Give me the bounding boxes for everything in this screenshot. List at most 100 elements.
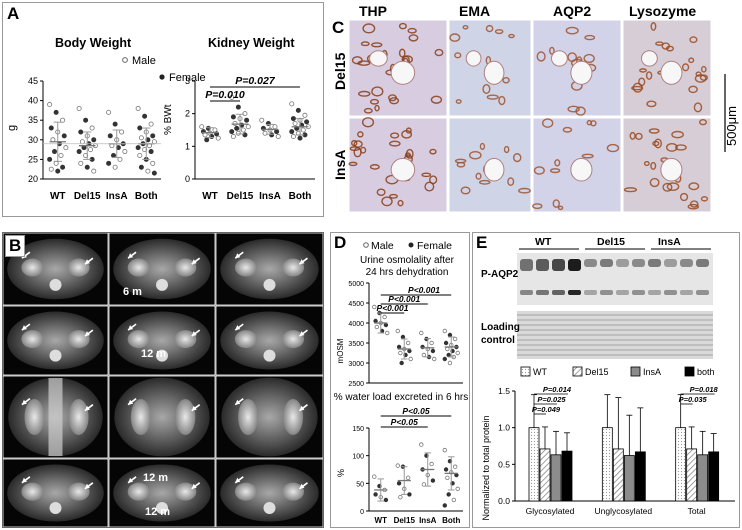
legend-male-label: Male xyxy=(132,55,156,67)
stained-tubule xyxy=(429,175,438,185)
stained-tubule xyxy=(371,86,384,97)
stained-tubule xyxy=(552,199,560,208)
stained-tubule xyxy=(360,146,367,154)
col-label-lysozyme: Lysozyme xyxy=(629,3,696,19)
data-point xyxy=(447,332,453,338)
data-point xyxy=(78,160,84,166)
data-point xyxy=(405,475,411,480)
stained-tubule xyxy=(639,68,647,73)
legend-label: WT xyxy=(533,367,547,377)
mri-kidney xyxy=(175,399,196,435)
stained-tubule xyxy=(357,131,364,138)
stained-tubule xyxy=(475,172,482,180)
bar-both xyxy=(561,450,573,502)
data-point xyxy=(405,340,411,346)
y-tick-label: 40 xyxy=(28,96,38,106)
data-point xyxy=(396,481,402,486)
mri-arrowhead xyxy=(84,259,90,265)
data-point xyxy=(297,135,303,141)
data-point xyxy=(385,330,390,336)
water-title: % water load excreted in 6 hrs xyxy=(334,392,469,403)
mri-body xyxy=(113,311,211,370)
mri-kidney xyxy=(174,258,197,277)
legend-female-label: Female xyxy=(169,72,206,84)
panel-a-label: A xyxy=(7,4,20,23)
row-label-insa: InsA xyxy=(332,150,348,180)
blot-band-upper xyxy=(520,259,533,271)
blot-band-upper xyxy=(648,259,661,267)
data-point xyxy=(455,350,460,356)
data-point xyxy=(135,145,141,151)
stained-tubule xyxy=(468,150,482,160)
bar-del15 xyxy=(686,448,698,502)
stained-tubule xyxy=(584,34,596,41)
data-point xyxy=(447,360,453,366)
data-point xyxy=(138,164,144,170)
data-point xyxy=(302,112,308,118)
y-tick-label: 1.5 xyxy=(498,386,510,396)
mri-arrowhead xyxy=(84,331,90,337)
stained-tubule xyxy=(498,95,506,106)
stained-tubule xyxy=(533,166,545,175)
mri-spine xyxy=(49,349,62,362)
blot-band-lower xyxy=(520,290,533,295)
data-point xyxy=(419,330,424,336)
data-point xyxy=(451,497,457,503)
mri-kidney xyxy=(282,258,305,277)
stained-tubule xyxy=(371,42,383,48)
mri-time-12m-a: 12 m xyxy=(141,348,166,360)
data-point xyxy=(290,116,296,122)
data-point xyxy=(55,168,61,174)
stained-tubule xyxy=(398,22,407,30)
stained-tubule xyxy=(665,45,675,52)
stained-tubule xyxy=(369,164,380,170)
mri-kidney xyxy=(283,399,304,435)
stained-tubule xyxy=(421,172,432,178)
data-point xyxy=(446,492,451,497)
data-point xyxy=(398,494,403,500)
data-point xyxy=(84,164,90,170)
mri-kidney xyxy=(130,399,151,435)
data-point xyxy=(89,125,95,131)
y-tick-label: 4500 xyxy=(348,301,364,308)
data-point xyxy=(83,117,89,123)
blot-band-upper xyxy=(680,259,693,267)
data-point xyxy=(234,125,240,131)
data-point xyxy=(230,114,236,120)
mri-body xyxy=(7,464,104,522)
mri-arrowhead xyxy=(235,399,241,405)
mri-arrowhead xyxy=(128,399,134,405)
stained-tubule xyxy=(363,107,373,114)
mri-kidney xyxy=(234,482,257,501)
y-tick-label: 2500 xyxy=(348,381,364,388)
stained-tubule xyxy=(623,187,638,193)
blot-band-lower xyxy=(568,290,581,295)
cyst xyxy=(465,50,482,67)
mri-time-12m-c: 12 m xyxy=(145,506,170,518)
mri-spine xyxy=(156,349,168,362)
col-label-aqp2: AQP2 xyxy=(553,3,591,19)
y-tick-label: 45 xyxy=(28,76,38,86)
mri-body xyxy=(220,238,319,300)
blot-band-upper xyxy=(632,259,645,267)
blot-band-lower xyxy=(664,290,677,295)
mri-kidney xyxy=(21,330,44,349)
data-point xyxy=(150,133,156,139)
cyst xyxy=(640,50,658,67)
stained-tubule xyxy=(478,179,491,185)
data-point xyxy=(442,328,447,334)
stained-tubule xyxy=(353,140,363,148)
y-tick-label: 50 xyxy=(356,481,364,488)
significance-label: P=0.049 xyxy=(532,405,561,414)
stained-tubule xyxy=(635,132,643,141)
stained-tubule xyxy=(565,26,579,35)
blot-band-lower xyxy=(600,290,613,295)
y-tick-label: 0.0 xyxy=(498,496,510,506)
stained-tubule xyxy=(671,130,684,139)
stained-tubule xyxy=(632,82,643,93)
cyst xyxy=(369,50,388,67)
stained-tubule xyxy=(503,145,510,154)
stained-tubule xyxy=(374,104,380,112)
stained-tubule xyxy=(688,182,700,191)
x-category-label: InsA xyxy=(259,191,281,202)
